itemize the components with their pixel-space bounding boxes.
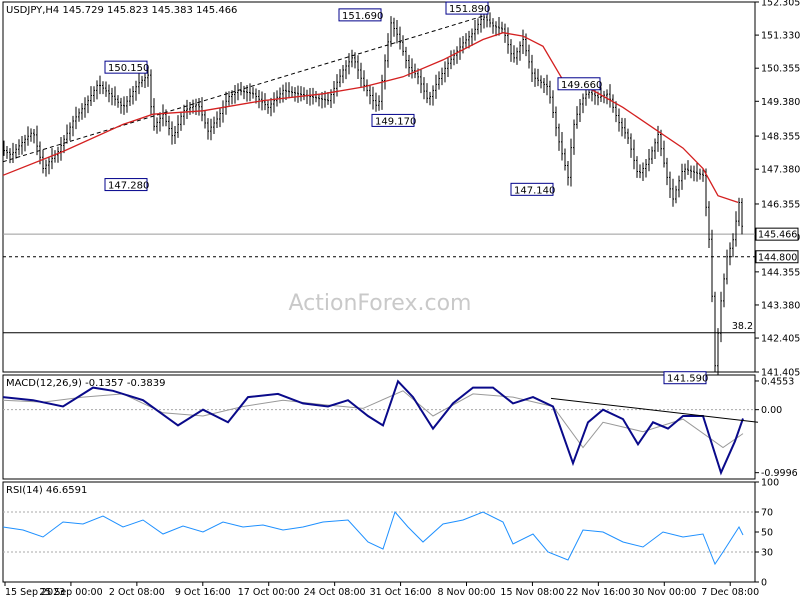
price-tag-box — [755, 227, 799, 241]
price-tick-label: 142.405 — [761, 334, 800, 345]
rsi-tick-label: 70 — [761, 508, 773, 519]
time-tick-label: 24 Oct 08:00 — [304, 587, 366, 598]
swing-label-box — [338, 8, 382, 22]
price-tick-label: 150.355 — [761, 64, 800, 75]
time-tick-label: 15 Sep 2023 — [5, 587, 65, 598]
swing-label: 150.150 — [108, 63, 149, 74]
macd-header: MACD(12,26,9) -0.1357 -0.3839 — [6, 378, 166, 389]
moving-average-line — [2, 32, 739, 204]
swing-label: 149.170 — [375, 116, 416, 127]
swing-label: 147.280 — [108, 181, 149, 192]
watermark: ActionForex.com — [289, 291, 472, 316]
swing-label-box — [445, 1, 489, 15]
swing-label: 147.140 — [514, 185, 555, 196]
time-tick-label: 9 Oct 16:00 — [175, 587, 231, 598]
price-tag-box — [755, 250, 799, 264]
time-tick-label: 7 Dec 08:00 — [701, 587, 759, 598]
price-tick-label: 144.355 — [761, 267, 800, 278]
pane-frame-3 — [2, 481, 756, 583]
pane-frame-2 — [2, 374, 756, 480]
price-tick-label: 147.380 — [761, 165, 800, 176]
swing-label: 151.890 — [449, 4, 490, 15]
rsi-tick-label: 0 — [761, 578, 767, 589]
swing-label-box — [371, 113, 415, 127]
chart-header: USDJPY,H4 145.729 145.823 145.383 145.46… — [6, 5, 237, 16]
swing-label-box — [663, 371, 707, 385]
swing-label: 141.590 — [667, 374, 708, 385]
time-tick-label: 22 Nov 16:00 — [566, 587, 630, 598]
time-tick-label: 30 Nov 00:00 — [632, 587, 696, 598]
macd-tick-label: -0.9996 — [761, 468, 798, 479]
rsi-tick-label: 50 — [761, 528, 773, 539]
price-tag-label: 145.466 — [758, 230, 797, 241]
time-tick-label: 2 Oct 08:00 — [109, 587, 165, 598]
price-tick-label: 148.355 — [761, 132, 800, 143]
time-tick-label: 17 Oct 00:00 — [238, 587, 300, 598]
price-tick-label: 151.330 — [761, 31, 800, 42]
time-tick-label: 15 Nov 08:00 — [500, 587, 564, 598]
price-tick-label: 152.305 — [761, 0, 800, 9]
swing-label: 151.690 — [342, 11, 383, 22]
time-tick-label: 8 Nov 00:00 — [437, 587, 495, 598]
rsi-tick-label: 30 — [761, 548, 773, 559]
swing-label-box — [104, 60, 148, 74]
rsi-tick-label: 100 — [761, 478, 779, 489]
swing-label-box — [510, 182, 554, 196]
swing-label: 149.660 — [561, 80, 602, 91]
rsi-line — [2, 511, 744, 566]
price-tick-label: 143.380 — [761, 300, 800, 311]
macd-line — [2, 379, 744, 476]
fib-level-label: 38.2 — [732, 321, 753, 332]
rsi-header: RSI(14) 46.6591 — [6, 485, 87, 496]
price-tick-label: 141.405 — [761, 368, 800, 379]
macd-tick-label: 0.00 — [761, 405, 782, 416]
price-tag-label: 144.800 — [758, 252, 797, 263]
time-tick-label: 25 Sep 00:00 — [39, 587, 102, 598]
swing-label-box — [104, 178, 148, 192]
price-tick-label: 149.380 — [761, 97, 800, 108]
swing-label-box — [557, 77, 601, 91]
macd-tick-label: 0.4553 — [761, 376, 794, 387]
price-tick-label: 146.355 — [761, 199, 800, 210]
time-tick-label: 31 Oct 16:00 — [370, 587, 432, 598]
macd-trend-line — [550, 397, 759, 423]
